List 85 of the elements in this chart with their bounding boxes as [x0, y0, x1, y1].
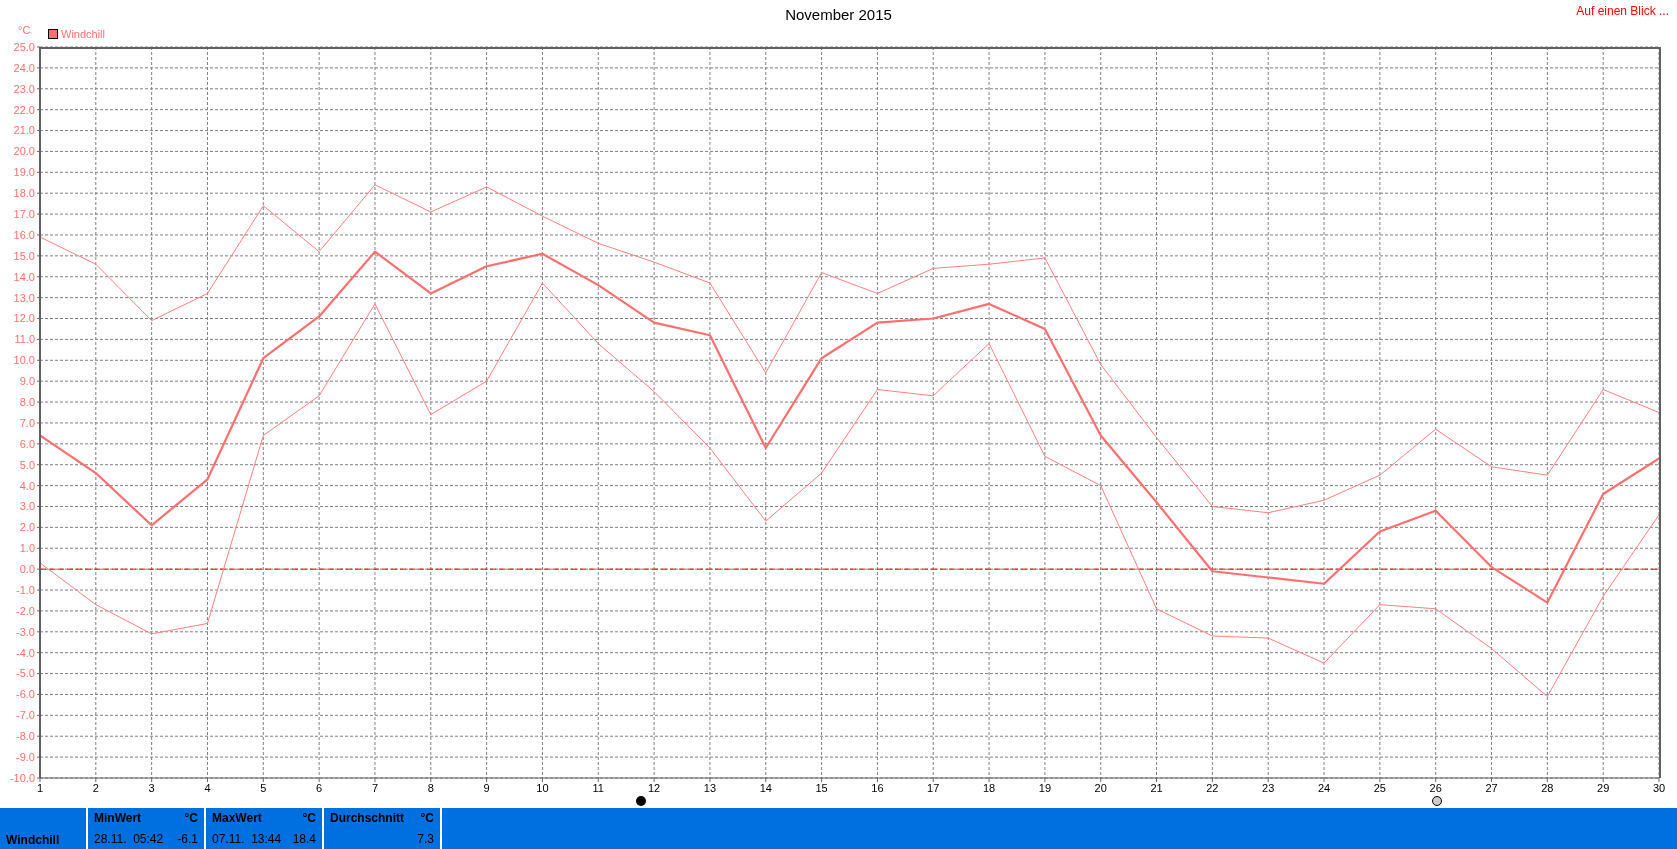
x-tick-label: 30	[1652, 781, 1666, 794]
x-tick-label: 20	[1094, 781, 1107, 794]
text: °C	[420, 811, 434, 825]
x-tick-label: 4	[204, 781, 211, 794]
y-tick-label: 11.0	[14, 333, 35, 346]
x-tick-label: 27	[1485, 781, 1498, 794]
text: -6.1	[177, 832, 198, 846]
x-tick-label: 17	[927, 781, 940, 794]
line-series	[40, 184, 1659, 514]
x-tick-label: 24	[1317, 781, 1331, 794]
y-tick-label: 23.0	[13, 82, 35, 95]
y-tick-label: 6.0	[19, 437, 35, 450]
y-tick-label: 17.0	[13, 207, 35, 220]
text: °C	[302, 811, 316, 825]
y-tick-label: 13.0	[13, 291, 35, 304]
y-tick-label: -7.0	[16, 709, 35, 722]
y-tick-label: 3.0	[19, 500, 35, 513]
x-tick-label: 12	[647, 781, 661, 794]
text: MinWert	[94, 811, 142, 825]
y-tick-label: 22.0	[13, 103, 35, 116]
y-tick-label: -2.0	[16, 604, 35, 617]
y-tick-label: 18.0	[13, 187, 35, 200]
legend-label: Windchill	[60, 28, 106, 40]
y-tick-label: -5.0	[16, 667, 35, 680]
x-tick-label: 26	[1429, 781, 1442, 794]
y-tick-label: 8.0	[19, 395, 35, 408]
y-tick-label: 25.0	[13, 40, 35, 53]
y-tick-label: -6.0	[16, 688, 35, 701]
y-tick-label: 9.0	[19, 375, 35, 388]
text: Windchill	[6, 833, 60, 847]
text: 18.4	[292, 832, 316, 846]
x-tick-label: 25	[1373, 781, 1386, 794]
text: °C	[184, 811, 198, 825]
y-tick-label: 10.0	[13, 354, 35, 367]
text: Auf einen Blick ...	[1576, 4, 1669, 18]
text: 07.11. 13:44	[212, 832, 282, 846]
y-tick-label: 0.0	[19, 563, 35, 576]
y-tick-label: 12.0	[13, 312, 35, 325]
y-tick-label: -3.0	[16, 625, 35, 638]
text: MaxWert	[212, 811, 262, 825]
x-tick-label: 14	[759, 781, 772, 794]
text: 28.11. 05:42	[94, 832, 164, 846]
x-tick-label: 18	[982, 781, 996, 794]
x-tick-label: 5	[260, 781, 267, 794]
x-tick-label: 28	[1541, 781, 1554, 794]
x-tick-label: 11	[592, 781, 604, 794]
chart-title: November 2015	[785, 6, 892, 23]
x-tick-label: 8	[427, 781, 434, 794]
x-tick-label: 23	[1262, 781, 1275, 794]
x-tick-label: 13	[703, 781, 717, 794]
line-series	[40, 250, 1659, 604]
y-tick-label: 20.0	[13, 145, 35, 158]
x-tick-label: 21	[1150, 781, 1163, 794]
y-tick-label: 15.0	[13, 249, 35, 262]
x-tick-label: 1	[36, 781, 44, 794]
y-tick-label: 4.0	[19, 479, 35, 492]
x-tick-label: 19	[1038, 781, 1052, 794]
y-tick-label: -9.0	[16, 751, 35, 764]
x-tick-label: 6	[316, 781, 323, 794]
x-tick-label: 10	[536, 781, 549, 794]
text: Durchschnitt	[330, 811, 405, 825]
line-series	[40, 282, 1659, 698]
y-tick-label: -4.0	[16, 646, 35, 659]
text: 7.3	[417, 832, 434, 846]
x-tick-label: 9	[483, 781, 490, 794]
y-tick-label: 19.0	[13, 166, 35, 179]
x-tick-label: 7	[371, 781, 379, 794]
y-tick-label: 7.0	[19, 416, 35, 429]
y-tick-label: 2.0	[19, 521, 35, 534]
y-tick-label: 21.0	[13, 124, 35, 137]
x-tick-label: 15	[815, 781, 828, 794]
x-tick-label: 29	[1597, 781, 1610, 794]
y-tick-label: 5.0	[19, 458, 35, 471]
y-tick-label: -10.0	[9, 771, 35, 784]
y-tick-label: 1.0	[19, 542, 35, 555]
x-tick-label: 3	[148, 781, 155, 794]
y-tick-label: 14.0	[13, 270, 35, 283]
y-tick-label: 16.0	[13, 228, 35, 241]
y-tick-label: 24.0	[13, 61, 35, 74]
x-tick-label: 22	[1206, 781, 1219, 794]
x-tick-label: 16	[871, 781, 884, 794]
x-tick-label: 2	[92, 781, 99, 794]
y-tick-label: -1.0	[16, 583, 35, 596]
y-tick-label: -8.0	[16, 730, 35, 743]
y-axis-title: °C	[18, 24, 31, 36]
